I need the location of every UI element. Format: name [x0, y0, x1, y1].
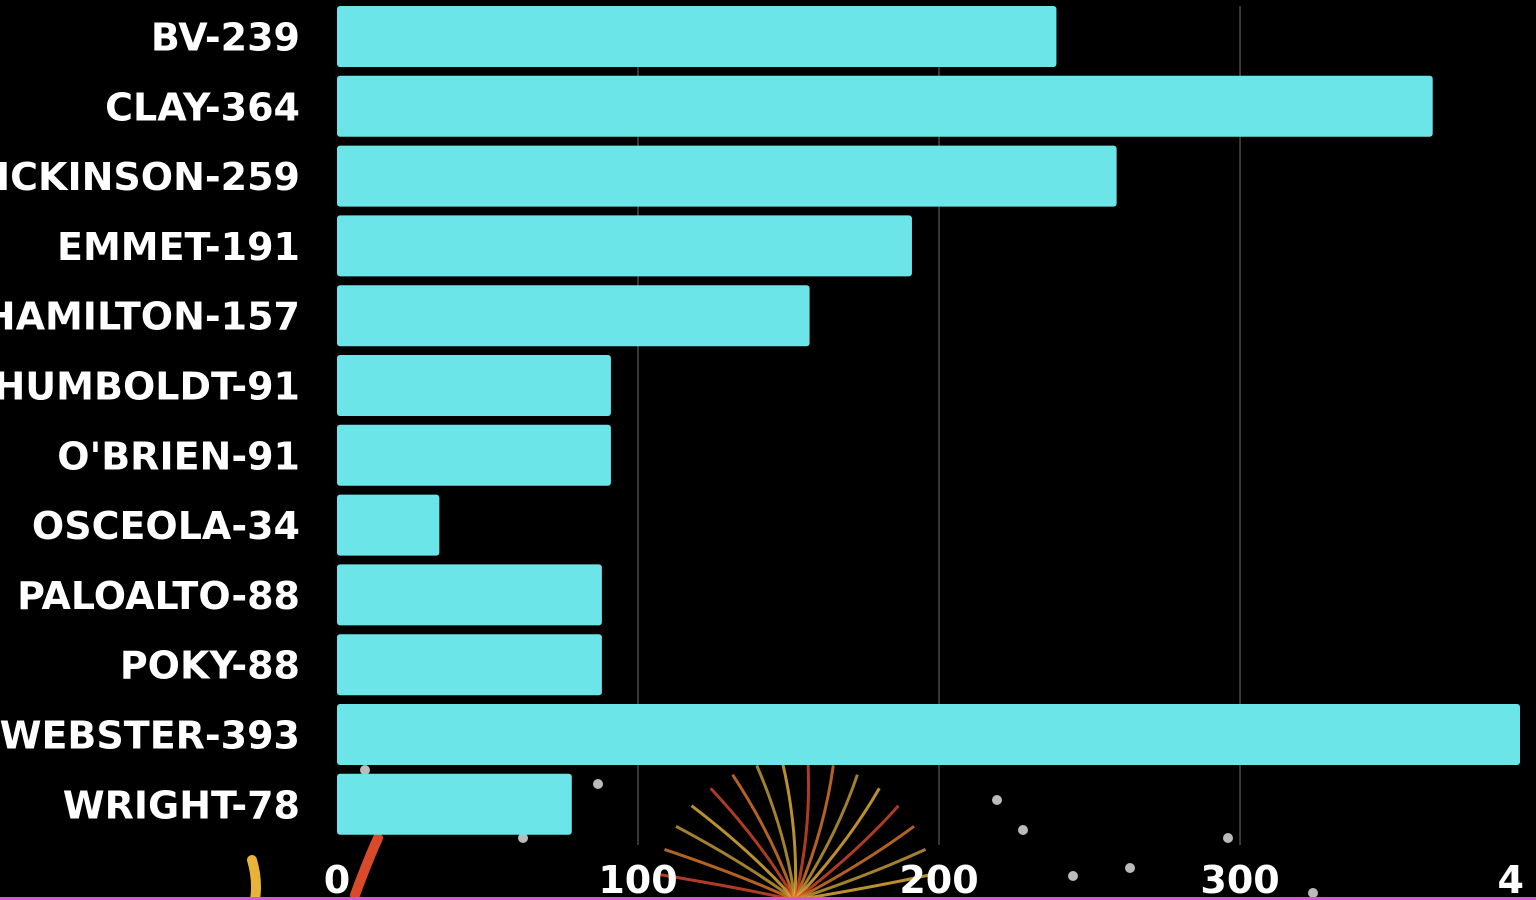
category-label: PALOALTO-88	[17, 574, 300, 618]
firework-ray	[663, 848, 796, 900]
bar	[337, 355, 611, 416]
fireworks-decoration	[247, 760, 1318, 900]
bar	[337, 215, 912, 277]
firework-spark	[1223, 833, 1233, 843]
firework-spark	[593, 779, 603, 789]
x-tick-label: 300	[1200, 858, 1279, 900]
category-label: BV-239	[151, 16, 300, 60]
category-label: HAMILTON-157	[0, 295, 300, 339]
firework-spark	[1125, 863, 1135, 873]
category-label: POKY-88	[120, 644, 300, 688]
bar	[337, 145, 1117, 207]
firework-ray	[794, 825, 915, 900]
bar	[337, 6, 1057, 67]
category-label: O'BRIEN-91	[57, 434, 300, 478]
firework-ray	[793, 760, 811, 900]
bar	[337, 704, 1520, 765]
firework-spark	[1308, 888, 1318, 898]
firework-ray	[731, 773, 797, 900]
x-tick-label: 4	[1498, 858, 1524, 900]
bar	[337, 285, 810, 347]
firework-burst	[655, 760, 935, 900]
category-label: DICKINSON-259	[0, 155, 300, 199]
category-label: EMMET-191	[57, 225, 300, 269]
firework-spark	[1068, 871, 1078, 881]
category-labels: BV-239 CLAY-364 DICKINSON-259 EMMET-191 HAMI…	[0, 16, 300, 828]
firework-ray	[793, 765, 835, 900]
firework-spark	[992, 795, 1002, 805]
bars	[337, 6, 1520, 835]
firework-ray	[709, 787, 797, 900]
firework-spark	[1018, 825, 1028, 835]
firework-streak	[350, 833, 383, 900]
x-tick-label: 0	[324, 858, 350, 900]
x-tick-label: 100	[598, 858, 677, 900]
bottom-edge-line	[0, 897, 1536, 900]
bar	[337, 564, 602, 626]
firework-ray	[780, 760, 798, 900]
firework-ray	[794, 804, 900, 900]
x-tick-labels: 0 100 200 300 4	[324, 858, 1524, 900]
firework-ray	[793, 774, 859, 900]
firework-ray	[675, 824, 796, 900]
bar	[337, 424, 611, 486]
bar	[337, 773, 572, 835]
bar	[337, 75, 1433, 137]
firework-ray	[755, 764, 797, 900]
firework-streak	[247, 855, 261, 900]
category-label: WEBSTER-393	[0, 714, 300, 758]
firework-ray	[690, 804, 797, 900]
category-label: CLAY-364	[105, 85, 300, 129]
firework-spark	[518, 833, 528, 843]
bar	[337, 494, 440, 556]
firework-ray	[794, 848, 927, 900]
category-label: WRIGHT-78	[63, 783, 300, 827]
firework-spark	[360, 765, 370, 775]
bar	[337, 634, 602, 696]
category-label: HUMBOLDT-91	[0, 365, 300, 409]
x-tick-label: 200	[899, 858, 978, 900]
category-label: OSCEOLA-34	[32, 504, 300, 548]
firework-ray	[793, 787, 881, 900]
